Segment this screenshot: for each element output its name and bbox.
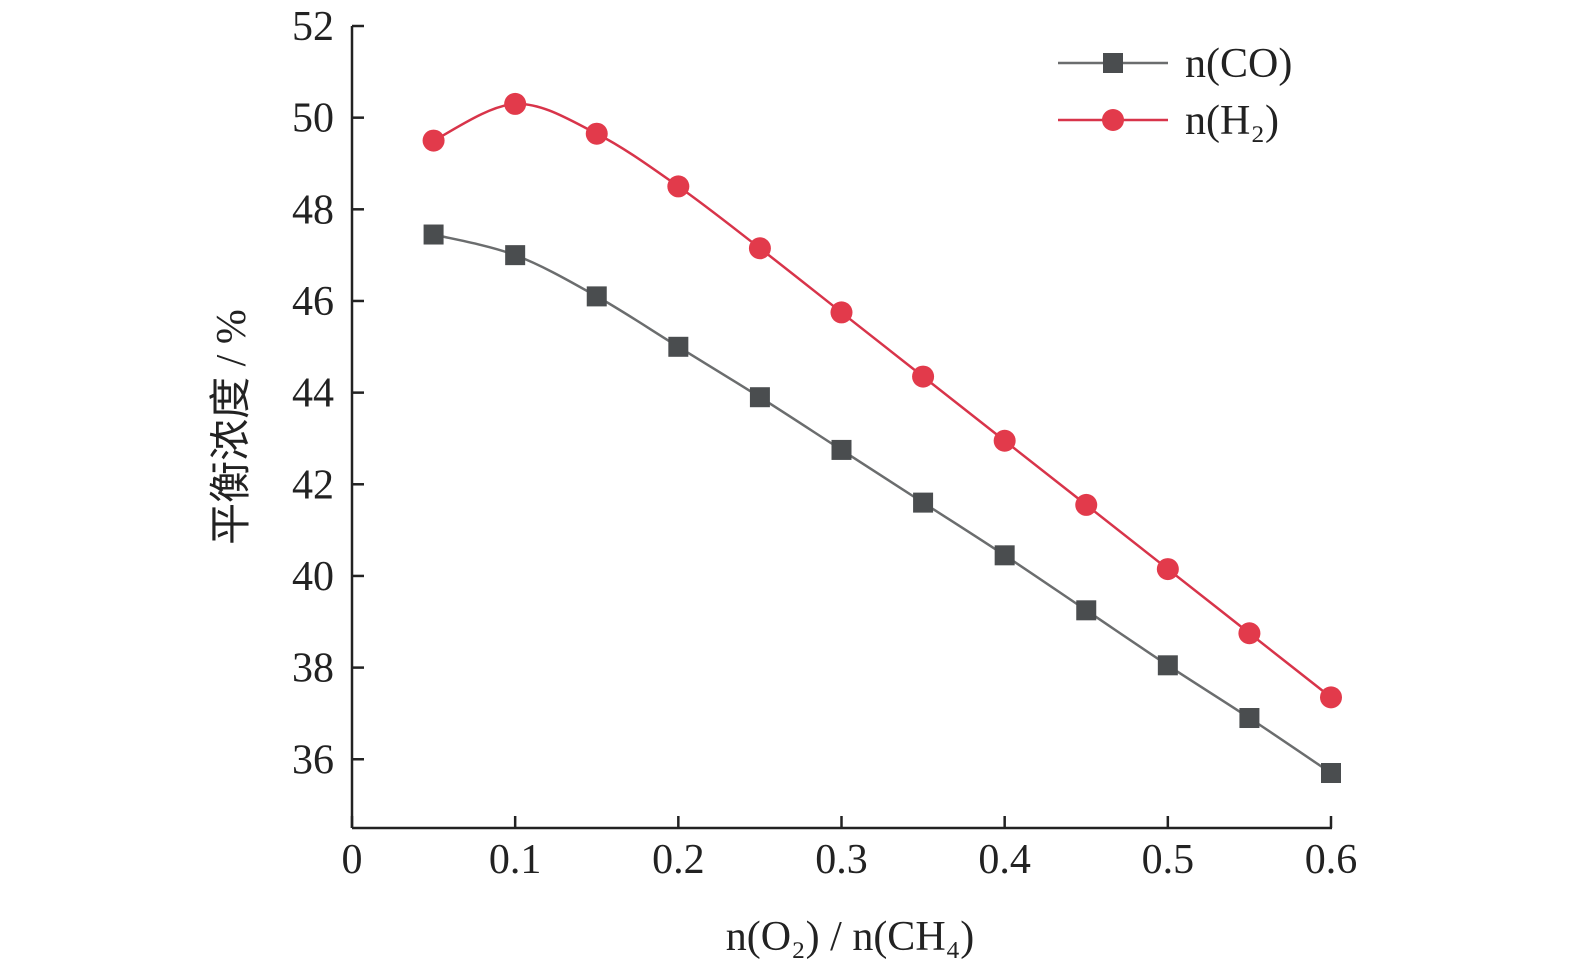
data-point-square bbox=[913, 492, 934, 513]
data-point-circle bbox=[830, 301, 853, 324]
data-point-square bbox=[749, 387, 770, 408]
data-point-circle bbox=[748, 237, 771, 260]
legend: n(CO) n(H₂) bbox=[1058, 41, 1292, 144]
data-point-square bbox=[668, 336, 689, 357]
series-h2 bbox=[422, 92, 1342, 709]
x-ticks: 0 0.1 0.2 0.3 0.4 0.5 0.6 bbox=[342, 816, 1358, 883]
axes bbox=[350, 26, 1332, 830]
data-point-circle bbox=[993, 429, 1016, 452]
data-point-circle bbox=[1238, 622, 1261, 645]
x-tick-label: 0.6 bbox=[1305, 837, 1358, 883]
data-point-square bbox=[1321, 763, 1341, 784]
x-tick-label: 0.2 bbox=[652, 837, 705, 883]
x-tick-label: 0.1 bbox=[489, 837, 542, 883]
data-point-square bbox=[831, 439, 852, 460]
data-point-square bbox=[1239, 708, 1260, 729]
data-point-square bbox=[505, 245, 526, 266]
series-line bbox=[433, 233, 1332, 775]
data-point-circle bbox=[1075, 493, 1098, 516]
series-co bbox=[423, 224, 1341, 784]
legend-label: n(CO) bbox=[1185, 41, 1292, 87]
x-axis-label: n(O₂) / n(CH₄) bbox=[726, 914, 975, 960]
legend-item: n(CO) bbox=[1058, 41, 1292, 87]
x-tick-label: 0.5 bbox=[1142, 837, 1195, 883]
data-point-circle bbox=[667, 175, 690, 198]
data-point-square bbox=[1157, 655, 1178, 676]
y-tick-label: 48 bbox=[292, 187, 334, 233]
data-point-circle bbox=[1320, 686, 1342, 709]
x-tick-label: 0 bbox=[342, 837, 363, 883]
legend-marker-circle bbox=[1102, 109, 1124, 131]
legend-label: n(H₂) bbox=[1185, 98, 1279, 144]
x-tick-label: 0.3 bbox=[815, 837, 868, 883]
data-point-circle bbox=[504, 92, 527, 115]
y-tick-label: 38 bbox=[292, 646, 334, 692]
y-ticks: 36 38 40 42 44 46 48 50 52 bbox=[292, 4, 364, 783]
data-point-square bbox=[586, 286, 607, 307]
series-line bbox=[433, 102, 1332, 699]
x-tick-label: 0.4 bbox=[978, 837, 1031, 883]
y-tick-label: 36 bbox=[292, 737, 334, 783]
y-tick-label: 52 bbox=[292, 4, 334, 50]
data-point-square bbox=[1076, 600, 1097, 621]
y-tick-label: 40 bbox=[292, 554, 334, 600]
y-tick-label: 42 bbox=[292, 462, 334, 508]
data-point-circle bbox=[912, 365, 935, 388]
y-tick-label: 46 bbox=[292, 279, 334, 325]
series-layer bbox=[422, 92, 1342, 784]
data-point-square bbox=[423, 224, 444, 245]
data-point-square bbox=[994, 545, 1015, 566]
y-axis-label: 平衡浓度 / % bbox=[209, 309, 255, 545]
y-tick-label: 50 bbox=[292, 96, 334, 142]
data-point-circle bbox=[1156, 558, 1179, 581]
data-point-circle bbox=[585, 122, 608, 145]
y-tick-label: 44 bbox=[292, 371, 334, 417]
data-point-circle bbox=[422, 129, 445, 152]
legend-marker-square bbox=[1103, 53, 1123, 73]
legend-item: n(H₂) bbox=[1058, 98, 1279, 144]
